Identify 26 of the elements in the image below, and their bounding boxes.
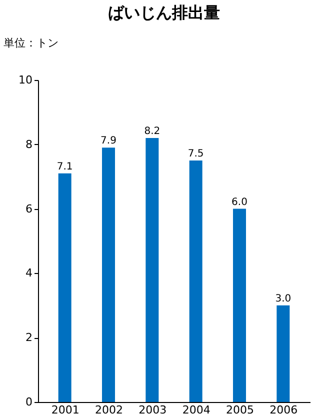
y-tick-label: 2 — [26, 331, 32, 344]
bar — [233, 208, 246, 402]
y-tick-label: 8 — [26, 138, 32, 151]
x-tick-label: 2003 — [138, 404, 167, 416]
y-tick-label: 0 — [26, 396, 32, 408]
y-tick-label: 6 — [26, 202, 32, 216]
bar — [102, 148, 115, 402]
data-label: 8.2 — [144, 126, 160, 137]
chart-title: ばいじん排出量 — [108, 3, 220, 22]
data-label: 7.1 — [56, 161, 73, 172]
x-tick-label: 2006 — [270, 404, 298, 416]
x-tick-label: 2002 — [95, 404, 123, 416]
bar — [276, 305, 290, 402]
x-tick-label: 2004 — [182, 404, 210, 416]
data-label: 7.5 — [188, 148, 204, 160]
data-label: 3.0 — [275, 293, 292, 304]
bar — [189, 160, 202, 402]
bar — [58, 173, 72, 402]
y-tick-label: 4 — [26, 266, 32, 280]
x-tick-label: 2005 — [226, 404, 254, 416]
data-label: 6.0 — [232, 196, 248, 208]
data-label: 7.9 — [100, 136, 116, 147]
bar — [146, 138, 159, 402]
x-tick-label: 2001 — [51, 404, 80, 416]
y-tick-label: 10 — [18, 74, 32, 86]
y-axis-title: 単位：トン — [4, 36, 58, 50]
